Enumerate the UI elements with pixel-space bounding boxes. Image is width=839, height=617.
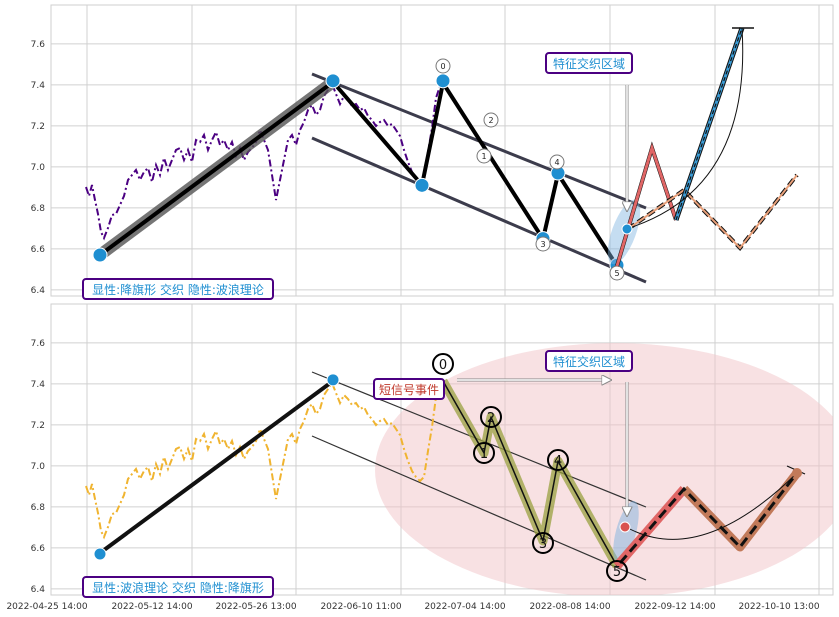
- top-zigzag: [331, 80, 619, 268]
- top-y-tick-label: 7.6: [31, 40, 46, 50]
- bottom-wave-label-0: 0: [439, 358, 447, 373]
- bottom-zone-label-box: [545, 350, 633, 372]
- bottom-wave-labels: 0 1 2 3 4 5: [432, 353, 628, 582]
- bottom-panel-y-axis: 6.4 6.6 6.8 7.0 7.2 7.4 7.6: [31, 339, 46, 595]
- top-y-tick-label: 7.4: [31, 81, 46, 91]
- top-legend-box: [82, 278, 274, 300]
- top-pivot-point: [325, 73, 341, 89]
- x-axis: 2022-04-25 14:00 2022-05-12 14:00 2022-05-…: [6, 602, 819, 612]
- top-wave-label-ring: [549, 154, 565, 170]
- top-y-tick-label: 6.4: [31, 286, 46, 296]
- top-y-tick-label: 6.8: [31, 204, 46, 214]
- bottom-entry-point: [619, 521, 631, 533]
- top-panel-y-axis: 6.4 6.6 6.8 7.0 7.2 7.4 7.6: [31, 40, 46, 296]
- bottom-wave-label-ring: [547, 449, 569, 471]
- top-wave-label-5: 5: [614, 269, 619, 278]
- bottom-wave-label-4: 4: [554, 454, 562, 469]
- top-panel-frame: [50, 4, 834, 297]
- top-y-tick-label: 7.0: [31, 163, 46, 173]
- top-channel-lower: [311, 136, 647, 284]
- bottom-y-tick-label: 7.0: [31, 462, 46, 472]
- top-wave-label-2: 2: [488, 116, 493, 125]
- bottom-projection-end: [792, 468, 802, 478]
- bottom-wave-label-5: 5: [613, 565, 621, 580]
- bottom-pivot-points: [93, 373, 340, 561]
- bottom-projection-arc: [625, 472, 798, 540]
- top-projection-arc: [625, 27, 744, 230]
- x-tick-label: 2022-06-10 11:00: [320, 602, 401, 612]
- bottom-pivot-point: [93, 547, 107, 561]
- bottom-signal-label-box: [373, 378, 445, 400]
- top-impulse: [98, 80, 335, 257]
- bottom-projection-dash: [618, 472, 799, 564]
- top-wave-label-3: 3: [540, 240, 545, 249]
- top-wave-label-ring: [435, 58, 451, 74]
- bottom-wave-label-ring: [473, 442, 495, 464]
- bottom-wave-label-ring: [606, 560, 628, 582]
- x-tick-label: 2022-05-26 13:00: [215, 602, 296, 612]
- top-entry-point: [621, 223, 633, 235]
- top-wave-label-0: 0: [440, 62, 445, 71]
- top-pivot-point: [435, 73, 451, 89]
- bottom-impulse: [98, 379, 335, 555]
- x-tick-label: 2022-05-12 14:00: [111, 602, 192, 612]
- top-zone-label: 特征交织区域: [553, 56, 625, 71]
- bottom-y-tick-label: 7.4: [31, 380, 46, 390]
- bottom-legend-box: [82, 576, 274, 598]
- top-y-tick-label: 6.6: [31, 245, 46, 255]
- bottom-wave-label-2: 2: [487, 411, 495, 426]
- x-tick-label: 2022-04-25 14:00: [6, 602, 87, 612]
- bottom-y-tick-label: 7.6: [31, 339, 46, 349]
- x-tick-label: 2022-07-04 14:00: [424, 602, 505, 612]
- top-wave-label-4: 4: [554, 158, 559, 167]
- top-legend-text: 显性:降旗形 交织 隐性:波浪理论: [92, 282, 264, 297]
- bottom-signal-label: 短信号事件: [379, 383, 439, 397]
- bottom-channel-lower: [311, 435, 647, 581]
- bottom-zone-label: 特征交织区域: [553, 354, 625, 369]
- top-panel-content: 0 1 2 3 4 5 特征交织区域: [82, 27, 799, 300]
- top-wave-label-ring: [483, 112, 499, 128]
- bottom-pivot-point: [326, 373, 340, 387]
- top-zone-label-box: [545, 52, 633, 74]
- bottom-y-tick-label: 6.4: [31, 585, 46, 595]
- x-tick-label: 2022-09-12 14:00: [634, 602, 715, 612]
- bottom-legend-text: 显性:波浪理论 交织 隐性:降旗形: [92, 580, 264, 595]
- bottom-wave-label-ring: [532, 532, 554, 554]
- x-tick-label: 2022-10-10 13:00: [738, 602, 819, 612]
- top-wave-label-ring: [476, 148, 492, 164]
- bottom-wave-label-3: 3: [539, 537, 547, 552]
- bottom-y-tick-label: 6.6: [31, 544, 46, 554]
- top-wave-labels: 0 1 2 3 4 5: [435, 58, 625, 281]
- bottom-wave-label-1: 1: [480, 447, 488, 462]
- top-pivot-point: [414, 177, 430, 193]
- top-projection-blue-dash: [675, 27, 743, 221]
- top-panel: 6.4 6.6 6.8 7.0 7.2 7.4 7.6: [31, 4, 834, 297]
- top-wave-label-1: 1: [481, 152, 486, 161]
- bottom-y-tick-label: 6.8: [31, 503, 46, 513]
- bottom-wave-line: [442, 380, 618, 567]
- bottom-y-tick-label: 7.2: [31, 421, 45, 431]
- top-wave-label-ring: [535, 236, 551, 252]
- bottom-wave-label-ring: [432, 353, 454, 375]
- bottom-wave-label-ring: [480, 406, 502, 428]
- top-projection-orange-inner: [627, 174, 798, 250]
- bottom-feature-zone: [375, 343, 833, 595]
- top-y-tick-label: 7.2: [31, 122, 45, 132]
- top-pivot-point: [92, 247, 108, 263]
- x-tick-label: 2022-08-08 14:00: [529, 602, 610, 612]
- bottom-panel-content: 0 1 2 3 4 5 短信号事件 特征交织区域 显性:波浪理论 交织 隐性:降…: [82, 343, 833, 598]
